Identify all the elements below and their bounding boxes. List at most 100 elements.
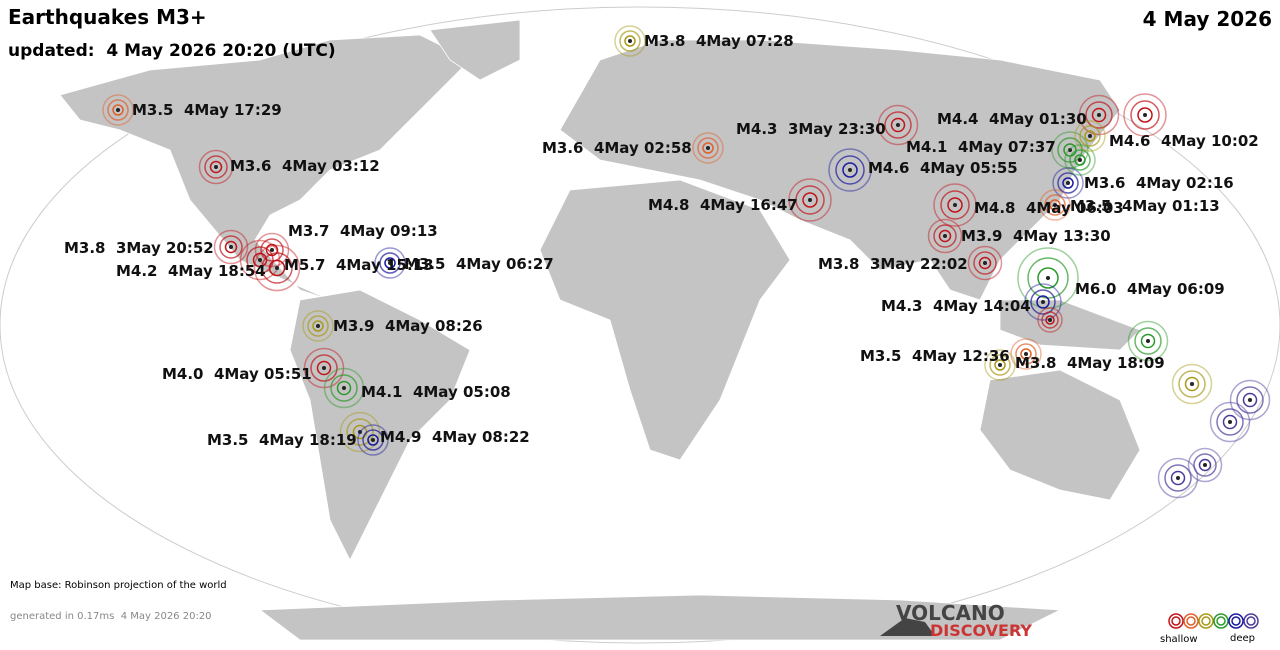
quake-marker xyxy=(828,148,872,192)
quake-ring xyxy=(374,247,406,279)
quake-ring xyxy=(102,94,134,126)
quake-ring xyxy=(1222,414,1238,430)
quake-marker xyxy=(1024,283,1062,321)
quake-core xyxy=(1066,181,1070,185)
quake-marker xyxy=(1064,144,1096,176)
legend-ring xyxy=(1213,613,1229,629)
quake-label: M3.8 4May 18:09 xyxy=(1015,354,1165,372)
quake-ring xyxy=(1010,338,1042,370)
quake-core xyxy=(1068,148,1072,152)
quake-label: M4.6 4May 05:55 xyxy=(868,159,1018,177)
legend-ring xyxy=(1243,613,1259,629)
quake-core xyxy=(1190,382,1194,386)
quake-marker xyxy=(303,347,345,389)
quake-core xyxy=(1088,134,1092,138)
quake-ring xyxy=(1184,376,1200,392)
quake-marker xyxy=(927,218,963,254)
quake-marker xyxy=(877,104,919,146)
quake-ring xyxy=(336,380,352,396)
quake-core xyxy=(1248,398,1252,402)
quake-label: M3.5 4May 12:36 xyxy=(860,347,1010,365)
quake-core xyxy=(116,108,120,112)
quake-ring xyxy=(253,244,301,292)
quake-marker xyxy=(239,239,281,281)
quake-marker xyxy=(1187,447,1223,483)
quake-ring xyxy=(1030,289,1056,315)
quake-core xyxy=(1048,318,1052,322)
quake-ring xyxy=(1074,120,1106,152)
quake-core xyxy=(896,123,900,127)
quake-ring xyxy=(1198,458,1212,472)
quake-ring xyxy=(261,252,293,284)
quake-core xyxy=(1046,276,1050,280)
quake-ring xyxy=(213,229,249,265)
quake-ring xyxy=(1051,131,1089,169)
quake-ring xyxy=(788,178,832,222)
quake-ring xyxy=(802,192,818,208)
quake-core xyxy=(229,245,233,249)
quake-marker xyxy=(1209,401,1251,443)
quake-label: M6.0 4May 06:09 xyxy=(1075,280,1225,298)
quake-core xyxy=(371,438,375,442)
quake-ring xyxy=(624,35,636,47)
quake-ring xyxy=(1242,392,1258,408)
quake-core xyxy=(1143,113,1147,117)
quake-marker xyxy=(213,229,249,265)
legend-ring xyxy=(1216,616,1226,626)
quake-ring xyxy=(302,310,334,342)
quake-label: M4.8 4May 06:03 xyxy=(974,199,1124,217)
quake-marker xyxy=(1127,320,1169,362)
quake-marker xyxy=(1123,93,1167,137)
quake-label: M3.5 4May 18:19 xyxy=(207,431,357,449)
quake-marker xyxy=(374,247,406,279)
quake-marker xyxy=(1010,338,1042,370)
quake-ring xyxy=(1187,447,1223,483)
quake-core xyxy=(1203,463,1207,467)
quake-ring xyxy=(1017,247,1079,309)
quake-ring xyxy=(1130,100,1160,130)
quake-ring xyxy=(1041,311,1059,329)
logo-bottom: DISCOVERY xyxy=(930,621,1032,640)
quake-ring xyxy=(1091,107,1107,123)
quake-ring xyxy=(1078,94,1120,136)
quake-label: M3.6 4May 02:16 xyxy=(1084,174,1234,192)
quake-ring xyxy=(1140,333,1156,349)
quake-ring xyxy=(1045,315,1055,325)
quake-ring xyxy=(1127,320,1169,362)
quake-ring xyxy=(890,117,906,133)
quake-marker xyxy=(1157,457,1199,499)
quake-label: M3.8 3May 22:02 xyxy=(818,255,968,273)
quake-marker xyxy=(1078,94,1120,136)
quake-ring xyxy=(984,349,1016,381)
quake-ring xyxy=(947,197,963,213)
quake-ring xyxy=(112,104,124,116)
quake-ring xyxy=(219,235,243,259)
quake-core xyxy=(1097,113,1101,117)
quake-label: M3.5 4May 01:13 xyxy=(1070,197,1220,215)
quake-ring xyxy=(1157,457,1199,499)
quake-core xyxy=(943,234,947,238)
quake-ring xyxy=(357,424,389,456)
quake-ring xyxy=(1049,199,1061,211)
legend-ring xyxy=(1171,616,1181,626)
legend-ring xyxy=(1183,613,1199,629)
quake-ring xyxy=(1216,408,1244,436)
quake-label: M3.9 4May 13:30 xyxy=(961,227,1111,245)
quake-ring xyxy=(316,360,332,376)
quake-marker xyxy=(1171,363,1213,405)
quake-ring xyxy=(1137,107,1153,123)
quake-core xyxy=(953,203,957,207)
quake-marker xyxy=(1039,189,1071,221)
quake-marker xyxy=(1037,307,1063,333)
legend-ring xyxy=(1198,613,1214,629)
quake-ring xyxy=(260,238,284,262)
legend-ring xyxy=(1168,613,1184,629)
quake-ring xyxy=(252,252,268,268)
quake-marker xyxy=(357,424,389,456)
quake-ring xyxy=(1057,172,1079,194)
quake-ring xyxy=(384,257,396,269)
quake-label: M4.9 4May 08:22 xyxy=(380,428,530,446)
quake-core xyxy=(848,168,852,172)
quake-ring xyxy=(323,367,365,409)
logo-icon xyxy=(880,618,935,636)
